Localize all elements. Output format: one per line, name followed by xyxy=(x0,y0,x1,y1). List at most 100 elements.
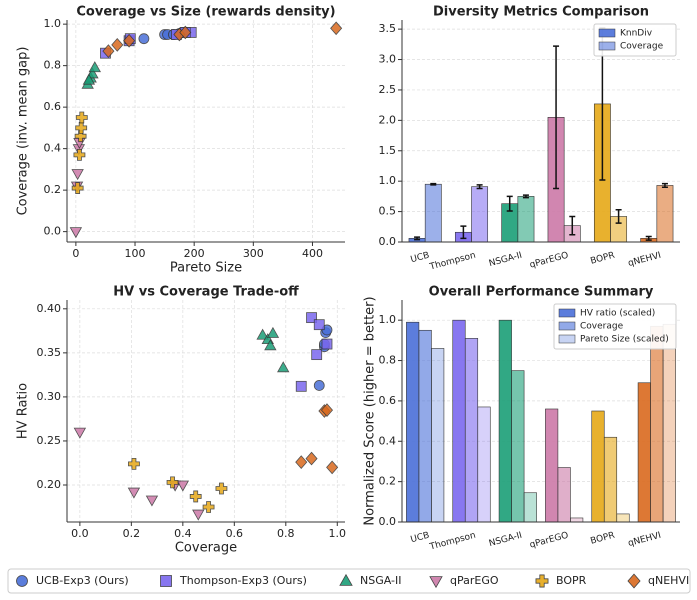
marker xyxy=(429,576,443,589)
bar xyxy=(511,370,525,523)
bar xyxy=(464,338,479,523)
y-tick-label: 0.8 xyxy=(44,59,62,72)
marker xyxy=(166,476,179,489)
bar xyxy=(523,492,537,523)
x-tick-label: 0 xyxy=(72,247,79,260)
x-axis-label: Pareto Size xyxy=(170,261,242,276)
x-axis-label: Coverage xyxy=(175,541,237,556)
x-tick-label: Thompson xyxy=(428,251,477,273)
y-tick-label: 1.0 xyxy=(379,313,397,326)
legend-label: Coverage xyxy=(580,322,624,332)
bar xyxy=(545,408,559,523)
marker xyxy=(88,61,101,73)
x-tick-label: NSGA-II xyxy=(488,531,523,549)
marker xyxy=(202,501,215,513)
x-tick-label: 0.6 xyxy=(226,527,244,540)
legend-label: Pareto Size (scaled) xyxy=(580,335,669,345)
marker xyxy=(313,380,325,391)
chart-title: Overall Performance Summary xyxy=(429,285,654,300)
x-tick-label: 200 xyxy=(184,247,205,260)
error-bar xyxy=(414,236,421,241)
marker xyxy=(73,148,86,161)
legend-box xyxy=(553,303,677,350)
marker xyxy=(82,73,96,85)
x-tick-label: qNEHVI xyxy=(627,531,662,549)
legend-label: BOPR xyxy=(556,574,587,587)
y-axis-label: HV Ratio xyxy=(16,383,31,439)
marker xyxy=(215,482,228,495)
legend-label: qNEHVI xyxy=(648,574,689,587)
marker xyxy=(326,460,339,475)
y-tick-label: 3.0 xyxy=(379,53,397,66)
marker xyxy=(145,495,159,507)
marker xyxy=(320,403,334,417)
x-tick-label: NSGA-II xyxy=(488,251,523,269)
marker xyxy=(256,328,269,340)
legend-label: qParEGO xyxy=(450,574,499,587)
bar xyxy=(591,410,605,523)
y-tick-label: 0.5 xyxy=(379,205,397,218)
x-tick-label: BOPR xyxy=(589,531,616,547)
error-bar xyxy=(506,195,513,212)
bar xyxy=(557,467,571,523)
legend-swatch xyxy=(558,321,576,331)
error-bar xyxy=(661,182,668,189)
marker xyxy=(75,111,88,124)
marker xyxy=(75,121,88,134)
y-tick-label: 0.20 xyxy=(37,478,62,491)
bar xyxy=(662,323,676,523)
marker xyxy=(535,574,549,588)
bar xyxy=(452,319,466,523)
marker xyxy=(295,380,307,392)
y-tick-label: 0.30 xyxy=(37,390,62,403)
bar xyxy=(517,196,535,243)
x-tick-label: 300 xyxy=(243,247,264,260)
legend-label: UCB-Exp3 (Ours) xyxy=(36,574,129,587)
x-tick-label: UCB xyxy=(410,531,431,546)
x-tick-label: Thompson xyxy=(428,531,477,553)
chart-title: Coverage vs Size (rewards density) xyxy=(76,5,335,20)
marker xyxy=(313,319,325,331)
marker xyxy=(102,44,115,58)
marker xyxy=(74,130,87,143)
y-tick-label: 0.40 xyxy=(37,302,62,315)
marker xyxy=(138,33,150,45)
bar xyxy=(656,185,674,243)
y-tick-label: 3.5 xyxy=(379,22,397,35)
bar xyxy=(471,186,489,243)
y-tick-label: 0.6 xyxy=(44,100,62,113)
marker xyxy=(73,427,87,439)
error-bar xyxy=(569,215,576,236)
marker xyxy=(305,451,318,466)
y-tick-label: 1.0 xyxy=(44,17,62,30)
x-tick-label: 100 xyxy=(125,247,146,260)
y-tick-label: 0.2 xyxy=(379,475,397,488)
marker xyxy=(295,455,308,469)
x-tick-label: UCB xyxy=(410,251,431,266)
x-tick-label: 0.2 xyxy=(123,527,141,540)
y-tick-label: 0.4 xyxy=(379,434,397,447)
error-bar xyxy=(430,182,437,186)
marker xyxy=(127,487,141,499)
error-bar xyxy=(522,194,529,199)
legend-label: Coverage xyxy=(620,42,664,52)
y-axis-label: Normalized Score (higher = better) xyxy=(363,296,378,525)
x-tick-label: 0.0 xyxy=(71,527,89,540)
marker xyxy=(16,575,28,587)
y-tick-label: 2.0 xyxy=(379,113,397,126)
legend-label: HV ratio (scaled) xyxy=(580,309,655,319)
marker xyxy=(179,25,192,40)
marker xyxy=(306,312,317,324)
y-tick-label: 1.0 xyxy=(379,174,397,187)
marker xyxy=(311,349,323,361)
legend-swatch xyxy=(558,308,576,318)
marker xyxy=(176,480,190,492)
y-axis-label: Coverage (inv. mean gap) xyxy=(16,47,31,216)
bar xyxy=(477,406,491,523)
y-tick-label: 2.5 xyxy=(379,83,397,96)
legend-swatch xyxy=(598,28,616,38)
bar xyxy=(650,325,664,523)
x-tick-label: 0.8 xyxy=(277,527,295,540)
legend-swatch xyxy=(558,334,576,344)
